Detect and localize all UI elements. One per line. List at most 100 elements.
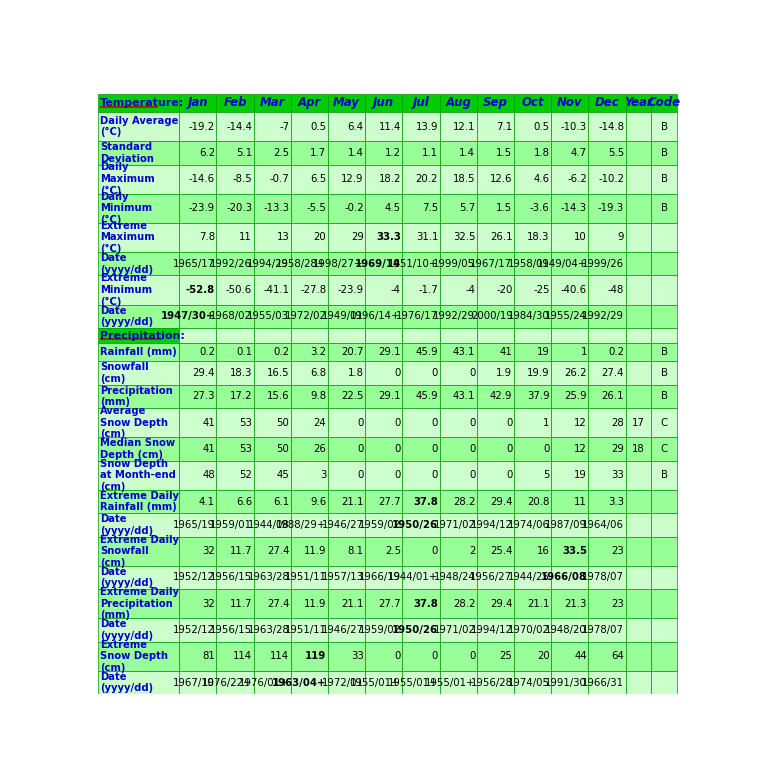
Text: 1.5: 1.5 xyxy=(496,148,513,158)
Text: 7.8: 7.8 xyxy=(199,232,215,243)
Text: Median Snow
Depth (cm): Median Snow Depth (cm) xyxy=(100,438,175,459)
Text: 6.6: 6.6 xyxy=(236,497,252,506)
Bar xyxy=(365,619,402,642)
Text: Apr: Apr xyxy=(298,96,321,109)
Bar xyxy=(365,361,402,385)
Bar xyxy=(402,343,439,361)
Text: 4.5: 4.5 xyxy=(384,204,401,213)
Bar xyxy=(626,193,651,223)
Text: 1956/15: 1956/15 xyxy=(210,573,252,583)
Bar xyxy=(477,513,514,537)
Text: 1992/29: 1992/29 xyxy=(582,311,624,321)
Bar xyxy=(589,461,626,490)
Bar xyxy=(254,361,290,385)
Text: Code: Code xyxy=(648,96,680,109)
Text: 29: 29 xyxy=(612,444,624,454)
Bar xyxy=(551,193,589,223)
Text: 6.2: 6.2 xyxy=(199,148,215,158)
Bar xyxy=(98,385,179,408)
Bar xyxy=(439,305,477,328)
Bar xyxy=(551,513,589,537)
Bar xyxy=(439,343,477,361)
Bar xyxy=(216,328,254,343)
Bar xyxy=(328,490,365,513)
Text: 2.5: 2.5 xyxy=(384,546,401,556)
Bar xyxy=(626,438,651,461)
Bar xyxy=(365,566,402,589)
Text: Date
(yyyy/dd): Date (yyyy/dd) xyxy=(100,566,153,588)
Text: 26.1: 26.1 xyxy=(601,392,624,402)
Bar xyxy=(402,589,439,619)
Text: 12.6: 12.6 xyxy=(490,174,513,184)
Text: B: B xyxy=(661,368,668,378)
Bar xyxy=(439,642,477,671)
Bar xyxy=(551,408,589,438)
Bar xyxy=(439,513,477,537)
Text: 1955/01+: 1955/01+ xyxy=(388,678,438,687)
Bar xyxy=(477,461,514,490)
Text: 1964/06: 1964/06 xyxy=(582,519,624,530)
Text: 1972/02: 1972/02 xyxy=(285,311,327,321)
Text: 11: 11 xyxy=(574,497,587,506)
Text: 0: 0 xyxy=(506,444,513,454)
Bar xyxy=(254,343,290,361)
Text: Daily Average
(°C): Daily Average (°C) xyxy=(100,115,179,137)
Text: 114: 114 xyxy=(233,651,252,661)
Text: 1.5: 1.5 xyxy=(496,204,513,213)
Bar xyxy=(98,408,179,438)
Text: 16.5: 16.5 xyxy=(267,368,289,378)
Text: 1976/01+: 1976/01+ xyxy=(239,678,289,687)
Bar xyxy=(551,385,589,408)
Text: 1.1: 1.1 xyxy=(422,148,438,158)
Text: 64: 64 xyxy=(612,651,624,661)
Text: 25.4: 25.4 xyxy=(490,546,513,556)
Text: 81: 81 xyxy=(202,651,215,661)
Bar xyxy=(328,252,365,275)
Bar xyxy=(651,94,677,112)
Text: 0: 0 xyxy=(431,417,438,427)
Bar xyxy=(179,94,216,112)
Text: Mar: Mar xyxy=(259,96,285,109)
Bar xyxy=(589,193,626,223)
Text: Dec: Dec xyxy=(594,96,619,109)
Bar xyxy=(254,438,290,461)
Text: 28: 28 xyxy=(612,417,624,427)
Bar xyxy=(651,252,677,275)
Text: 0: 0 xyxy=(357,470,363,480)
Bar xyxy=(290,94,328,112)
Bar xyxy=(365,343,402,361)
Text: 18.2: 18.2 xyxy=(378,174,401,184)
Text: 0.5: 0.5 xyxy=(310,122,327,132)
Bar xyxy=(514,537,551,566)
Bar xyxy=(402,566,439,589)
Bar xyxy=(551,328,589,343)
Bar xyxy=(626,94,651,112)
Text: 20: 20 xyxy=(314,232,327,243)
Bar xyxy=(365,642,402,671)
Bar xyxy=(514,343,551,361)
Bar xyxy=(216,619,254,642)
Bar xyxy=(179,537,216,566)
Text: 11.7: 11.7 xyxy=(229,599,252,608)
Bar xyxy=(254,252,290,275)
Text: 45.9: 45.9 xyxy=(416,347,438,357)
Bar xyxy=(402,642,439,671)
Text: 1944/01+: 1944/01+ xyxy=(388,573,438,583)
Bar xyxy=(365,671,402,694)
Bar xyxy=(439,461,477,490)
Bar xyxy=(514,275,551,305)
Bar xyxy=(402,141,439,165)
Bar xyxy=(626,537,651,566)
Bar xyxy=(290,589,328,619)
Text: 9.8: 9.8 xyxy=(310,392,327,402)
Text: 11: 11 xyxy=(240,232,252,243)
Text: 11.4: 11.4 xyxy=(378,122,401,132)
Text: 119: 119 xyxy=(305,651,327,661)
Text: 9: 9 xyxy=(618,232,624,243)
Bar xyxy=(365,165,402,193)
Text: 45.9: 45.9 xyxy=(416,392,438,402)
Text: Average
Snow Depth
(cm): Average Snow Depth (cm) xyxy=(100,406,168,439)
Bar xyxy=(402,537,439,566)
Text: B: B xyxy=(661,347,668,357)
Text: 1998/27+: 1998/27+ xyxy=(313,259,363,269)
